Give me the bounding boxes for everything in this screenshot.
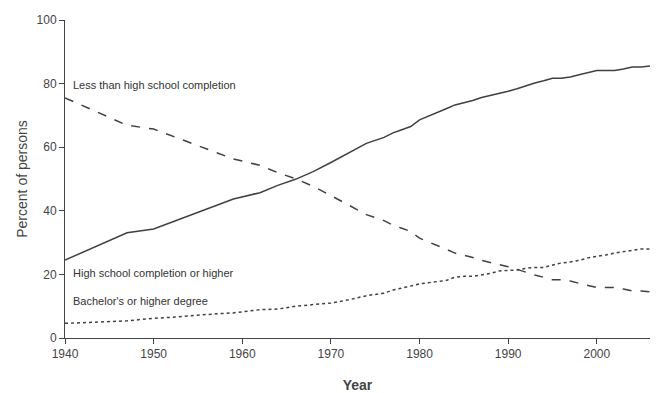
- svg-text:80: 80: [43, 77, 57, 91]
- svg-text:1940: 1940: [52, 347, 79, 361]
- svg-text:Percent of persons: Percent of persons: [14, 120, 30, 238]
- svg-text:High school completion or high: High school completion or higher: [73, 267, 234, 279]
- svg-text:1950: 1950: [140, 347, 167, 361]
- svg-text:20: 20: [43, 268, 57, 282]
- svg-text:100: 100: [37, 13, 57, 27]
- svg-text:1990: 1990: [495, 347, 522, 361]
- svg-text:2000: 2000: [583, 347, 610, 361]
- svg-text:1970: 1970: [318, 347, 345, 361]
- svg-text:Less than high school completi: Less than high school completion: [73, 79, 236, 91]
- svg-text:Bachelor's or higher degree: Bachelor's or higher degree: [73, 295, 208, 307]
- svg-text:40: 40: [43, 204, 57, 218]
- svg-text:1960: 1960: [229, 347, 256, 361]
- svg-text:Year: Year: [343, 377, 373, 393]
- svg-text:1980: 1980: [406, 347, 433, 361]
- svg-text:0: 0: [50, 331, 57, 345]
- svg-text:60: 60: [43, 140, 57, 154]
